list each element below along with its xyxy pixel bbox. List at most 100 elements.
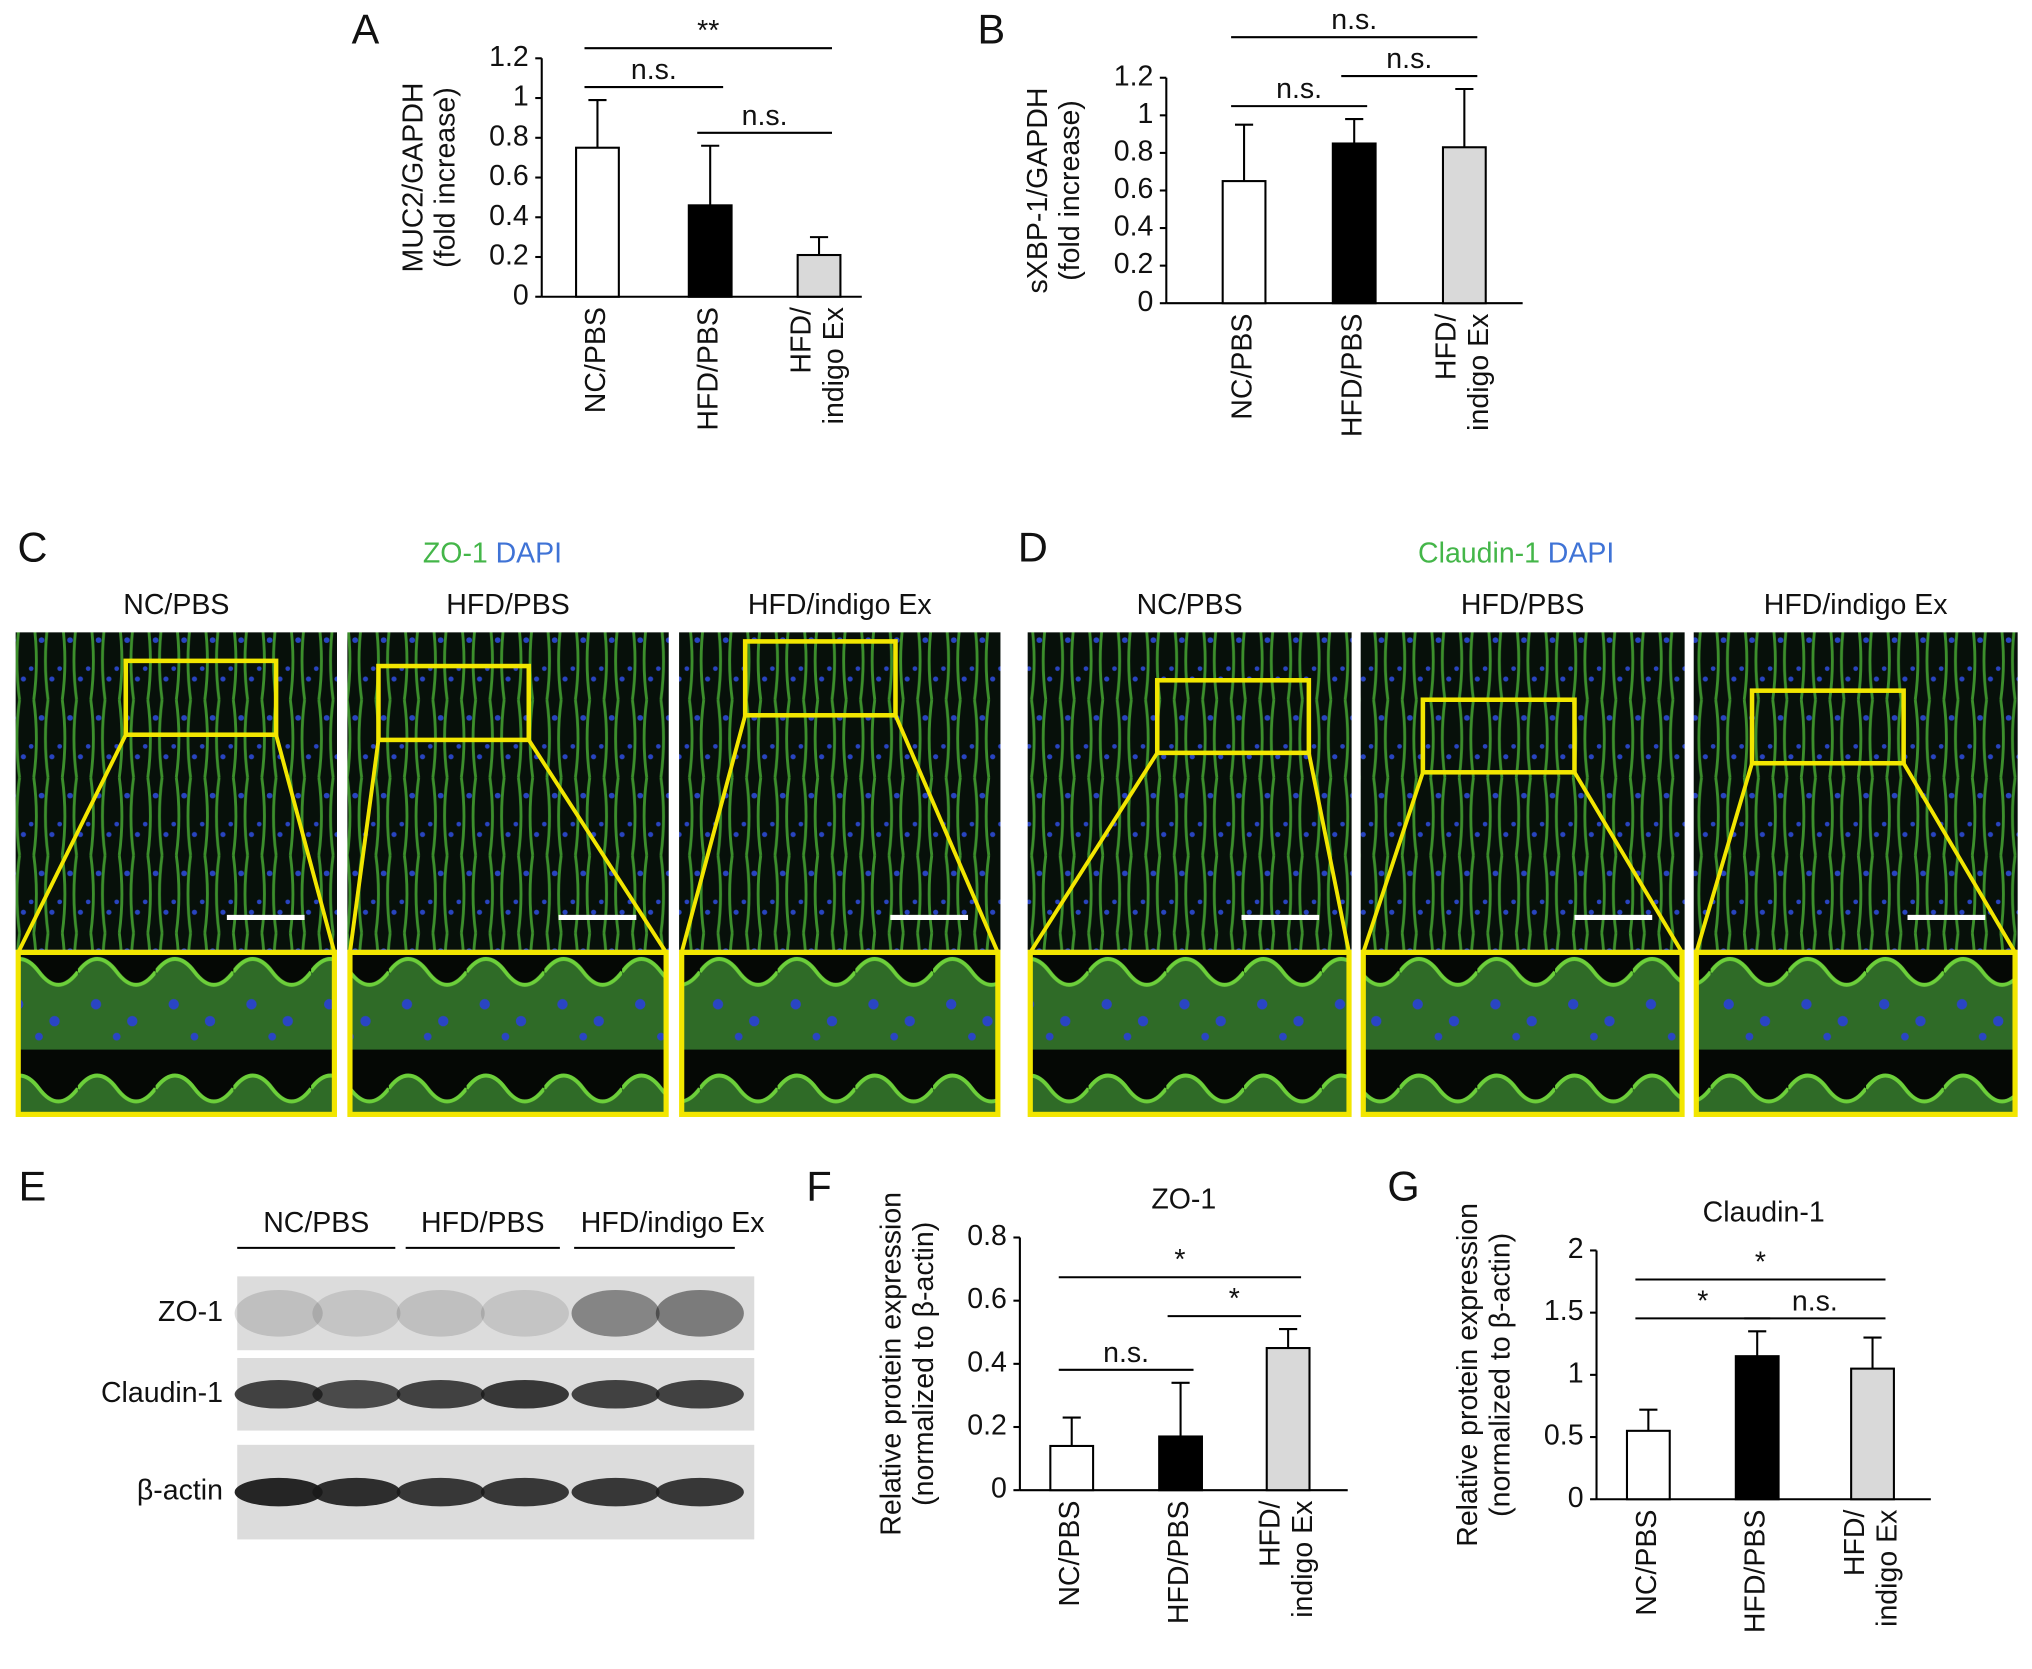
y-tick-label: 0.4 — [1114, 211, 1154, 243]
inset-box — [376, 663, 532, 743]
x-tick-label: NC/PBS — [580, 307, 612, 413]
significance-label: * — [1755, 1246, 1766, 1278]
x-tick-label: indigo Ex — [1463, 314, 1495, 431]
blot-band — [571, 1380, 660, 1409]
micrograph-zoom — [1027, 949, 1352, 1117]
zoom-line — [1306, 752, 1351, 953]
micrograph — [347, 632, 669, 950]
y-tick-label: 1.2 — [1114, 60, 1154, 92]
zoom-line — [348, 739, 381, 953]
x-tick-label: HFD/PBS — [1740, 1510, 1772, 1634]
stain-name: DAPI — [496, 537, 563, 569]
y-tick-label: 1.2 — [489, 41, 529, 73]
x-tick-label: HFD/ — [1254, 1500, 1286, 1567]
significance-label: n.s. — [1276, 73, 1322, 105]
zoom-line — [1361, 771, 1425, 954]
blot-band — [480, 1289, 569, 1337]
panel-label: D — [1018, 524, 1048, 571]
blot-band — [480, 1380, 569, 1409]
y-tick-label: 0 — [991, 1473, 1007, 1505]
inset-box — [1420, 697, 1577, 775]
y-tick-label: 0.8 — [967, 1220, 1007, 1252]
blot-band — [480, 1477, 569, 1507]
group-label: NC/PBS — [1137, 589, 1243, 621]
bar — [1734, 1355, 1780, 1501]
y-axis-label: Relative protein expression — [875, 1192, 907, 1536]
blot-band — [312, 1380, 401, 1409]
y-tick-label: 1 — [513, 81, 529, 113]
blot-band — [655, 1380, 744, 1409]
bar — [687, 204, 733, 298]
bar — [1625, 1429, 1671, 1501]
y-tick-label: 0.8 — [1114, 135, 1154, 167]
blot-row-label: β-actin — [137, 1475, 223, 1507]
zoom-line — [274, 734, 337, 953]
zoom-line — [1572, 771, 1684, 954]
blot-band — [655, 1289, 744, 1337]
x-tick-label: indigo Ex — [1287, 1501, 1319, 1618]
blot-band — [234, 1477, 323, 1507]
chart-title: Claudin-1 — [1703, 1197, 1825, 1229]
panel-label: C — [18, 524, 48, 571]
blot-band — [571, 1289, 660, 1337]
significance-label: n.s. — [1331, 4, 1377, 36]
significance-label: n.s. — [1792, 1285, 1838, 1317]
x-tick-label: HFD/ — [785, 307, 817, 374]
x-tick-label: indigo Ex — [1871, 1510, 1903, 1627]
y-tick-label: 0.5 — [1544, 1420, 1584, 1452]
bar — [1049, 1444, 1095, 1492]
x-tick-label: indigo Ex — [818, 307, 850, 424]
panel-label: E — [19, 1163, 47, 1210]
significance-label: * — [1697, 1285, 1708, 1317]
bar — [1331, 142, 1377, 305]
panel-label: F — [806, 1163, 831, 1210]
y-axis-label: sXBP-1/GAPDH — [1022, 88, 1054, 294]
inset-box — [742, 639, 898, 718]
stain-title: ZO-1 DAPI — [423, 537, 562, 569]
stain-name: ZO-1 — [423, 537, 488, 569]
significance-label: * — [1174, 1244, 1185, 1276]
panel-label: B — [978, 5, 1006, 52]
group-label: HFD/indigo Ex — [1764, 589, 1948, 621]
micrograph-zoom — [347, 949, 669, 1117]
group-label: HFD/PBS — [1461, 589, 1585, 621]
zoom-line — [1901, 762, 2017, 954]
y-axis-label: Relative protein expression — [1452, 1203, 1484, 1547]
y-tick-label: 0.8 — [489, 120, 529, 152]
micrograph — [679, 632, 1001, 950]
significance-label: n.s. — [631, 54, 677, 86]
bar — [575, 146, 620, 298]
blot-band — [234, 1380, 323, 1409]
bar — [796, 253, 842, 298]
blot-band — [655, 1477, 744, 1507]
blot-group-label: NC/PBS — [263, 1207, 369, 1239]
inset-box — [1749, 688, 1906, 766]
y-tick-label: 0.6 — [1114, 173, 1154, 205]
bar — [1158, 1435, 1203, 1492]
x-tick-label: HFD/PBS — [1337, 314, 1369, 438]
significance-label: n.s. — [1103, 1337, 1149, 1369]
micrograph — [1360, 632, 1685, 950]
significance-label: n.s. — [742, 100, 788, 132]
x-tick-label: HFD/ — [1431, 314, 1463, 381]
y-tick-label: 0 — [513, 279, 529, 311]
panel-label: G — [1387, 1163, 1419, 1210]
inset-box — [1154, 678, 1312, 756]
stain-title: Claudin-1 DAPI — [1418, 537, 1614, 569]
y-tick-label: 0.6 — [967, 1283, 1007, 1315]
group-label: HFD/indigo Ex — [748, 589, 932, 621]
y-tick-label: 0.2 — [967, 1410, 1007, 1442]
micrograph — [1027, 632, 1352, 950]
micrograph — [1693, 632, 2018, 950]
blot-band — [234, 1289, 323, 1337]
micrograph — [15, 632, 337, 950]
micrograph-zoom — [15, 949, 337, 1117]
y-tick-label: 0.2 — [1114, 248, 1154, 280]
blot-band — [312, 1289, 401, 1337]
blot-row-label: ZO-1 — [158, 1296, 223, 1328]
x-tick-label: NC/PBS — [1054, 1501, 1086, 1607]
significance-label: ** — [697, 15, 719, 47]
bar — [1221, 180, 1267, 305]
x-tick-label: HFD/ — [1839, 1510, 1871, 1577]
x-tick-label: HFD/PBS — [1163, 1501, 1195, 1625]
